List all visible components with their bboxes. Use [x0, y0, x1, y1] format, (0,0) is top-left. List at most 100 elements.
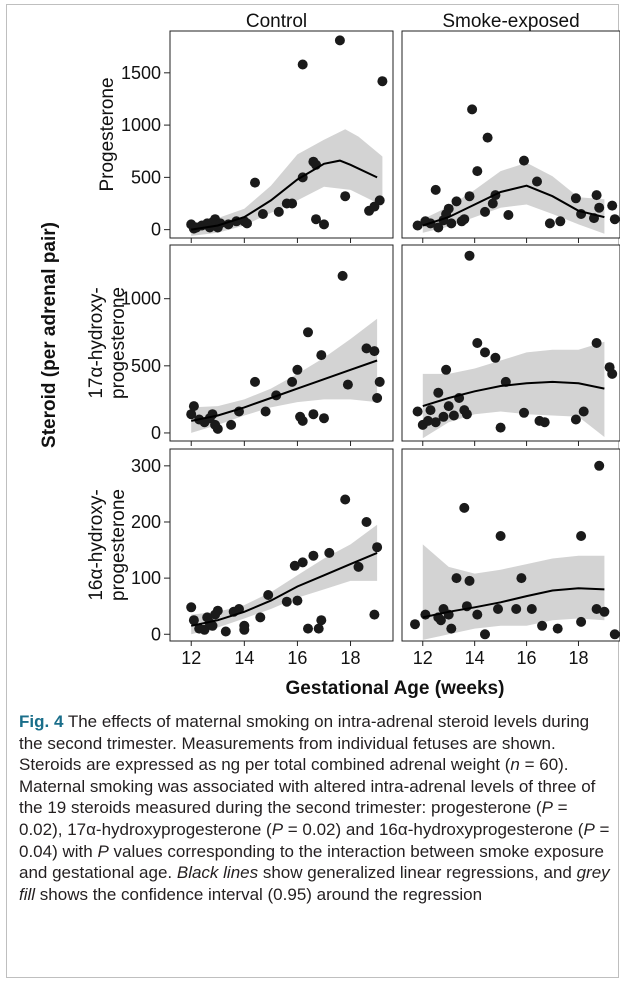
data-point — [430, 184, 441, 195]
data-point — [451, 196, 462, 207]
data-point — [464, 575, 475, 586]
data-point — [186, 602, 197, 613]
data-point — [441, 364, 452, 375]
data-point — [342, 379, 353, 390]
data-point — [539, 417, 550, 428]
data-point — [493, 604, 503, 614]
row-label: 17α-hydroxy- — [86, 287, 107, 398]
data-point — [464, 250, 475, 261]
data-point — [308, 409, 319, 420]
data-point — [425, 405, 436, 416]
data-point — [495, 422, 506, 433]
data-point — [461, 409, 472, 420]
data-point — [532, 176, 542, 187]
data-point — [234, 604, 244, 614]
data-point — [433, 222, 444, 233]
row-label: progesterone — [108, 489, 129, 601]
caption-text: = 0.04) with — [19, 819, 610, 861]
data-point — [324, 547, 335, 558]
regression-line — [422, 184, 605, 227]
data-point — [495, 531, 506, 541]
row-label: 16α-hydroxy- — [86, 489, 107, 600]
confidence-band — [422, 162, 605, 234]
data-point — [188, 615, 199, 626]
data-point — [207, 620, 218, 631]
data-point — [212, 605, 223, 616]
data-point — [212, 423, 223, 434]
data-point — [552, 623, 563, 634]
data-point — [297, 415, 308, 426]
data-point — [482, 132, 493, 143]
caption-p: P — [583, 819, 595, 839]
data-point — [451, 573, 462, 584]
data-point — [297, 59, 308, 70]
regression-line — [191, 159, 378, 231]
caption-grey-fill: grey fill — [19, 863, 610, 904]
data-point — [410, 619, 420, 630]
data-point — [412, 220, 423, 231]
data-point — [369, 346, 380, 357]
caption-text: shows the confidence interval (0.95) aro… — [35, 884, 483, 904]
data-point — [319, 413, 329, 424]
data-point — [334, 35, 345, 46]
y-tick-label: 0 — [151, 220, 161, 240]
caption-text: = 0.02), 17α-hydroxyprogesterone ( — [19, 798, 568, 839]
data-point — [464, 191, 475, 202]
data-point — [260, 406, 271, 417]
y-tick-label: 1500 — [121, 63, 161, 83]
data-point — [186, 409, 197, 420]
chart: Control Smoke-exposed Steroid (per adrenal… — [39, 11, 620, 699]
data-point — [609, 214, 620, 225]
data-point — [570, 414, 581, 425]
data-point — [446, 218, 457, 229]
data-point — [503, 210, 514, 220]
y-tick-label: 0 — [151, 423, 161, 443]
data-point — [226, 419, 237, 430]
data-point — [435, 615, 446, 626]
data-point — [239, 624, 250, 635]
data-point — [516, 573, 527, 584]
x-tick-label: 16 — [517, 648, 537, 668]
data-point — [609, 629, 620, 640]
row-label: progesterone — [108, 287, 129, 399]
regression-line — [191, 359, 378, 422]
data-point — [340, 494, 351, 505]
caption-p: P — [541, 798, 553, 818]
figure-caption: Fig. 4 The effects of maternal smoking o… — [19, 711, 615, 905]
regression-line — [190, 551, 378, 627]
data-point — [287, 198, 298, 209]
data-point — [372, 393, 383, 403]
regression-line — [422, 587, 605, 619]
data-point — [480, 347, 490, 358]
data-point — [255, 612, 266, 623]
caption-p: P — [97, 841, 109, 861]
confidence-band — [191, 318, 378, 433]
data-point — [420, 609, 431, 620]
data-point — [273, 206, 284, 217]
data-point — [544, 218, 555, 229]
data-point — [340, 191, 351, 202]
data-point — [443, 401, 454, 412]
data-point — [448, 410, 459, 421]
data-point — [591, 190, 602, 201]
data-point — [443, 203, 454, 214]
data-point — [594, 202, 605, 213]
data-point — [511, 604, 522, 614]
data-point — [594, 460, 605, 471]
data-point — [519, 155, 529, 166]
data-point — [480, 206, 490, 217]
data-point — [199, 624, 210, 635]
data-point — [430, 417, 441, 428]
data-point — [591, 604, 602, 614]
x-axis-label: Gestational Age (weeks) — [286, 678, 505, 699]
figure-frame: Control Smoke-exposed Steroid (per adrenal… — [6, 4, 620, 978]
caption-text: show generalized linear regressions, and — [258, 863, 577, 883]
data-point — [472, 338, 483, 348]
caption-text: = 60). Maternal smoking was associated w… — [19, 755, 596, 818]
x-tick-label: 12 — [181, 648, 201, 668]
data-point — [446, 623, 457, 634]
data-point — [311, 214, 321, 225]
data-point — [459, 214, 470, 225]
x-tick-label: 18 — [341, 648, 361, 668]
data-point — [374, 376, 385, 387]
